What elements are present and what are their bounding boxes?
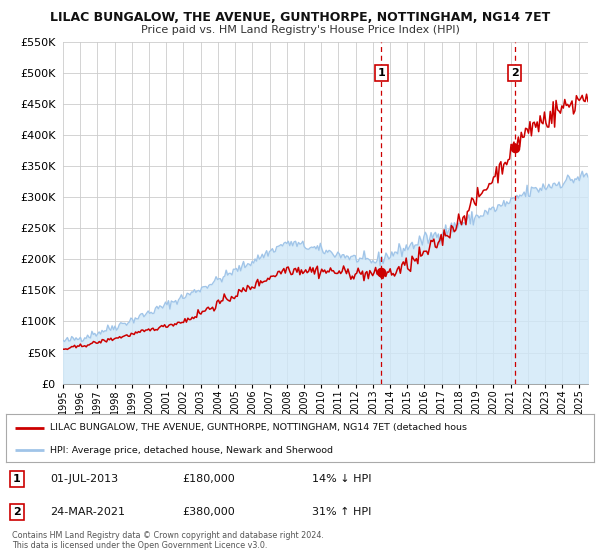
Text: 01-JUL-2013: 01-JUL-2013: [50, 474, 118, 484]
Text: 2: 2: [13, 507, 20, 517]
Text: Price paid vs. HM Land Registry's House Price Index (HPI): Price paid vs. HM Land Registry's House …: [140, 25, 460, 35]
Text: LILAC BUNGALOW, THE AVENUE, GUNTHORPE, NOTTINGHAM, NG14 7ET (detached hous: LILAC BUNGALOW, THE AVENUE, GUNTHORPE, N…: [50, 423, 467, 432]
Text: Contains HM Land Registry data © Crown copyright and database right 2024.
This d: Contains HM Land Registry data © Crown c…: [12, 531, 324, 550]
Text: 31% ↑ HPI: 31% ↑ HPI: [312, 507, 371, 517]
Text: HPI: Average price, detached house, Newark and Sherwood: HPI: Average price, detached house, Newa…: [50, 446, 333, 455]
Text: 2: 2: [511, 68, 518, 78]
Text: 14% ↓ HPI: 14% ↓ HPI: [312, 474, 371, 484]
Text: LILAC BUNGALOW, THE AVENUE, GUNTHORPE, NOTTINGHAM, NG14 7ET: LILAC BUNGALOW, THE AVENUE, GUNTHORPE, N…: [50, 11, 550, 24]
Text: 24-MAR-2021: 24-MAR-2021: [50, 507, 125, 517]
Text: 1: 1: [377, 68, 385, 78]
Point: [377, 267, 386, 276]
Point: [510, 143, 520, 152]
Text: 1: 1: [13, 474, 20, 484]
Text: £380,000: £380,000: [182, 507, 235, 517]
Text: £180,000: £180,000: [182, 474, 235, 484]
